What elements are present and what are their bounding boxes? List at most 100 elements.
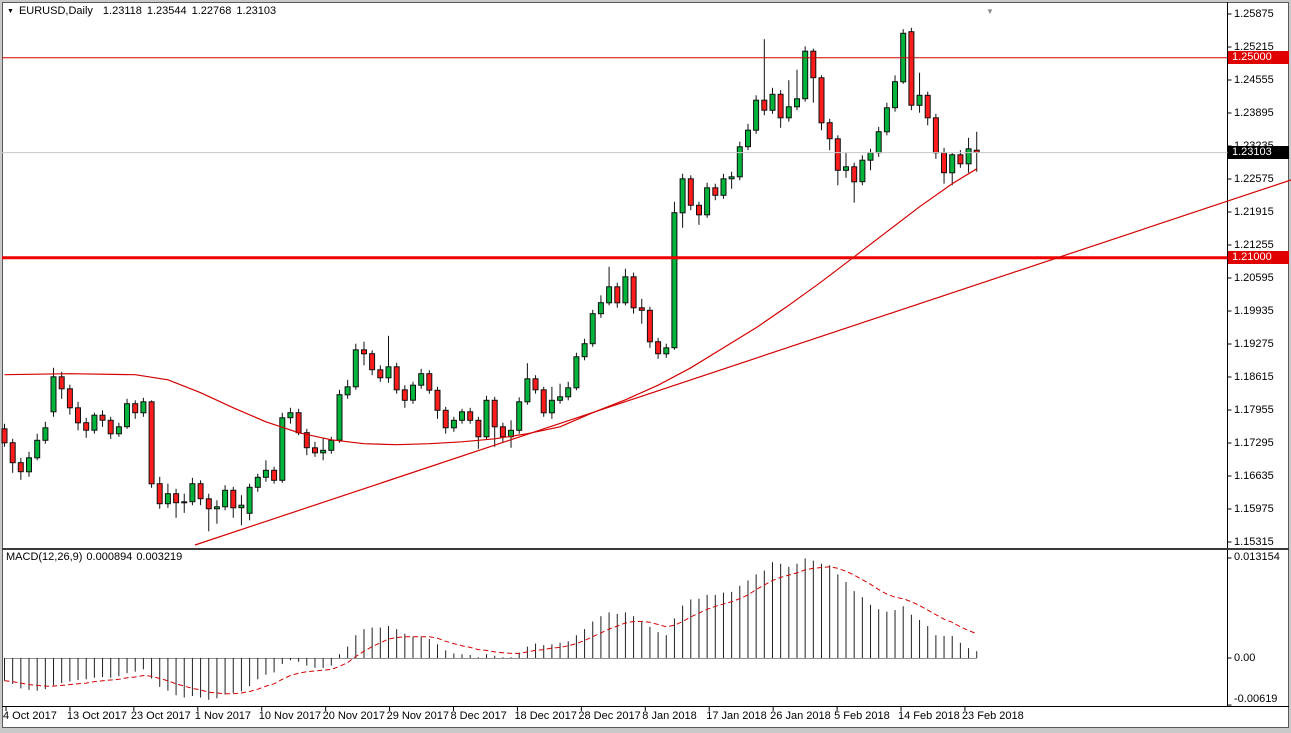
candle-bear <box>303 432 310 449</box>
price-axis-label: 1.21255 <box>1234 238 1274 251</box>
candle-bear <box>655 341 662 355</box>
candle-bull <box>336 394 343 441</box>
indicator-axis-label: 0.013154 <box>1234 551 1280 564</box>
price-axis-label: 1.17295 <box>1234 436 1274 449</box>
price-axis-label: 1.24555 <box>1234 73 1274 86</box>
candle-bear <box>646 309 653 343</box>
candle-bull <box>320 449 327 454</box>
date-label: 10 Nov 2017 <box>258 710 322 722</box>
candle-bull <box>344 386 351 396</box>
candle-bear <box>687 178 694 206</box>
candle-bear <box>107 419 114 435</box>
candle-bull <box>892 81 898 109</box>
price-badge: 1.25000 <box>1228 51 1289 65</box>
candle-bull <box>565 387 572 398</box>
price-axis-label: 1.18615 <box>1234 370 1274 383</box>
candle-bull <box>516 401 523 431</box>
candle-bear <box>17 462 24 473</box>
quote-low: 1.22768 <box>191 5 232 17</box>
date-label: 8 Dec 2017 <box>450 710 507 722</box>
chart-shift-marker-icon[interactable]: ▼ <box>986 7 994 16</box>
candle-bull <box>483 399 490 438</box>
candle-bull <box>867 152 874 161</box>
date-label: 4 Oct 2017 <box>3 710 57 722</box>
candle-bear <box>434 389 441 411</box>
candle-bear <box>777 93 784 119</box>
price-axis-label: 1.15975 <box>1234 502 1274 515</box>
candle-bull <box>704 187 711 216</box>
candle-bull <box>736 146 743 178</box>
candle-bull <box>663 347 670 355</box>
price-axis-label: 1.17955 <box>1234 403 1274 416</box>
date-label: 20 Nov 2017 <box>322 710 386 722</box>
candle-bull <box>213 506 220 510</box>
candle-bear <box>361 349 367 355</box>
candle-bull <box>34 439 41 459</box>
candle-bear <box>377 369 384 379</box>
candle-bear <box>197 483 204 500</box>
price-axis-label: 1.22575 <box>1234 172 1274 185</box>
candle-bear <box>9 442 16 464</box>
candle-bear <box>638 307 645 311</box>
candle-bear <box>295 412 302 434</box>
candle-bear <box>532 378 539 391</box>
candle-bear <box>312 447 318 454</box>
candle-bull <box>548 399 555 414</box>
candle-bear <box>475 419 482 438</box>
price-axis-label: 1.16635 <box>1234 469 1274 482</box>
price-axis-label: 1.21915 <box>1234 205 1274 218</box>
candle-bear <box>834 138 841 171</box>
candle-bull <box>875 131 882 154</box>
price-axis-label: 1.19275 <box>1234 337 1274 350</box>
indicator-macd-value: 0.000894 <box>86 551 133 563</box>
symbol-header: ▼ EURUSD,Daily 1.23118 1.23544 1.22768 1.2310… <box>7 5 281 17</box>
candle-bear <box>66 388 73 409</box>
candle-bull <box>843 166 849 171</box>
candlestick-series <box>1 27 980 532</box>
price-badge: 1.23103 <box>1228 146 1289 160</box>
candle-bull <box>589 313 596 345</box>
candle-bear <box>467 411 474 421</box>
candle-bear <box>826 122 833 140</box>
candle-bear <box>941 152 947 174</box>
candle-bull <box>279 417 286 481</box>
candle-bull <box>254 476 261 488</box>
indicator-axis[interactable] <box>1228 551 1291 706</box>
candle-bull <box>459 411 465 421</box>
indicator-axis-label: -0.00619 <box>1234 692 1278 705</box>
date-label: 1 Nov 2017 <box>194 710 252 722</box>
candle-bull <box>573 356 580 389</box>
candle-bull <box>164 493 171 505</box>
candle-bear <box>810 50 817 79</box>
candle-bull <box>91 414 98 431</box>
candle-bear <box>369 353 376 371</box>
candle-bear <box>851 166 858 183</box>
macd-signal-line <box>4 566 977 695</box>
candle-bull <box>140 401 147 414</box>
candle-bull <box>189 483 196 503</box>
price-axis-label: 1.15315 <box>1234 535 1274 548</box>
candle-bear <box>712 187 719 196</box>
candle-bear <box>426 373 433 391</box>
candle-bull <box>794 98 800 108</box>
candle-bull <box>50 376 57 413</box>
date-label: 5 Feb 2018 <box>834 710 890 722</box>
chart-dropdown-icon[interactable]: ▼ <box>7 8 14 15</box>
candle-bear <box>156 483 163 505</box>
candle-bull <box>671 212 678 349</box>
candle-bull <box>720 178 727 196</box>
candle-bear <box>401 389 408 401</box>
candle-bull <box>26 457 32 473</box>
date-label: 8 Jan 2018 <box>642 710 697 722</box>
candle-bull <box>181 501 188 504</box>
candle-bull <box>287 412 294 419</box>
candle-bear <box>1 428 8 444</box>
price-axis-label: 1.25215 <box>1234 40 1274 53</box>
candle-bull <box>524 378 531 403</box>
candle-bear <box>957 154 964 165</box>
candle-bull <box>745 129 751 148</box>
candle-bull <box>222 489 229 508</box>
date-label: 14 Feb 2018 <box>898 710 960 722</box>
